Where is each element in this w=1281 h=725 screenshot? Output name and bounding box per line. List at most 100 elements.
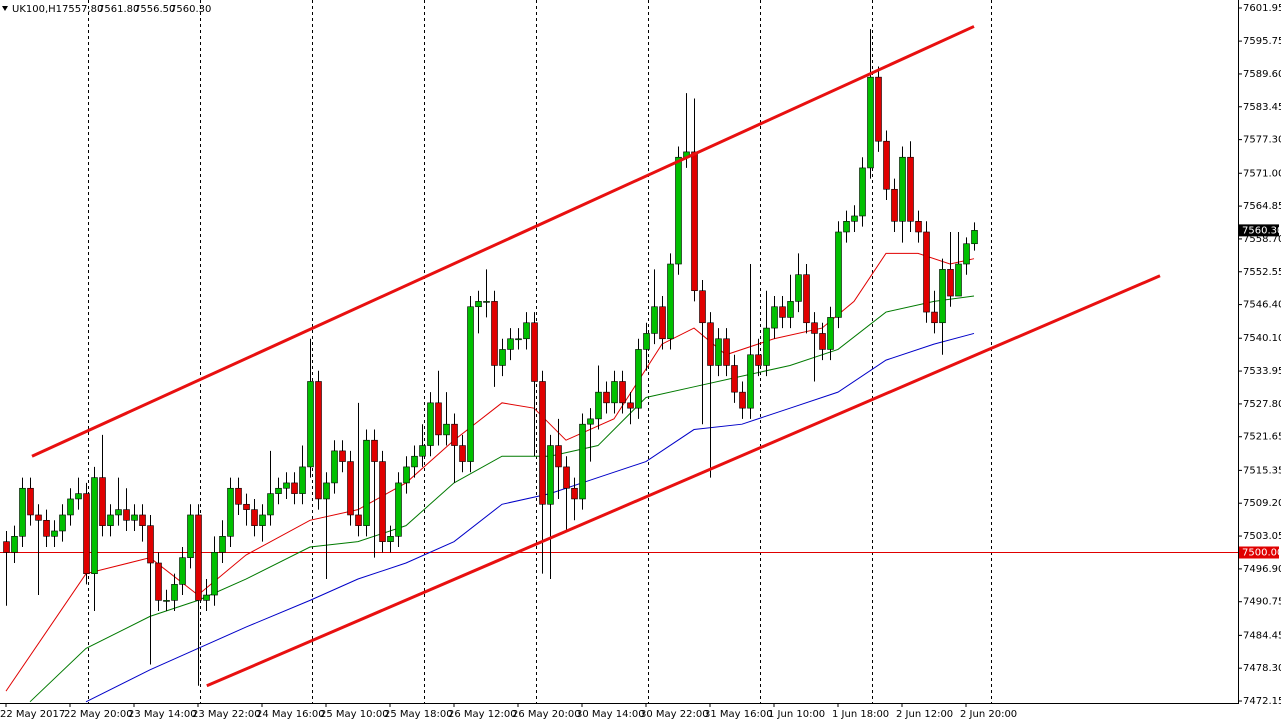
- header-low: 7556.50: [134, 4, 175, 15]
- candle-body: [243, 503, 250, 510]
- candle-body: [803, 274, 810, 324]
- y-tick-label: 7472.15: [1243, 696, 1281, 707]
- candle-body: [475, 301, 482, 308]
- candle-body: [147, 525, 154, 564]
- trendline: [31, 25, 975, 458]
- trendline: [206, 274, 1161, 688]
- candle-body: [11, 536, 18, 553]
- candle-body: [35, 514, 42, 521]
- candle-body: [707, 322, 714, 366]
- candle-body: [115, 509, 122, 516]
- candle-body: [627, 402, 634, 409]
- candle-body: [235, 487, 242, 505]
- candle-body: [99, 477, 106, 526]
- y-tick-label: 7496.90: [1243, 564, 1281, 575]
- y-tick-label: 7521.65: [1243, 432, 1281, 443]
- y-tick-label: 7583.45: [1243, 102, 1281, 113]
- candle-body: [699, 290, 706, 324]
- candle-body: [747, 354, 754, 409]
- y-tick-label: 7558.70: [1243, 234, 1281, 245]
- candle-body: [843, 221, 850, 233]
- candle-body: [531, 322, 538, 382]
- candle-body: [675, 156, 682, 265]
- candle-body: [387, 536, 394, 542]
- candle-body: [459, 445, 466, 462]
- candle-body: [195, 514, 202, 601]
- y-tick-label: 7564.85: [1243, 201, 1281, 212]
- candle-body: [723, 338, 730, 366]
- candle-body: [123, 509, 130, 521]
- candle-body: [851, 215, 858, 222]
- menu-arrow: [2, 6, 8, 11]
- candle-body: [75, 493, 82, 500]
- y-tick-label: 7478.30: [1243, 663, 1281, 674]
- candle-body: [363, 439, 370, 526]
- candle-body: [931, 311, 938, 324]
- x-tick-label: 31 May 16:00: [704, 709, 773, 720]
- candle-body: [331, 450, 338, 484]
- candle-body: [283, 482, 290, 489]
- last-price-label: 7560.30: [1242, 225, 1281, 236]
- candle-body: [347, 461, 354, 516]
- candle-body: [907, 156, 914, 222]
- candle-body: [651, 306, 658, 334]
- candle-body: [59, 514, 66, 532]
- y-tick-label: 7546.40: [1243, 300, 1281, 311]
- candle-body: [491, 301, 498, 366]
- x-tick-label: 26 May 12:00: [448, 709, 517, 720]
- candle-body: [435, 402, 442, 436]
- candle-body: [643, 333, 650, 350]
- candle-body: [819, 333, 826, 350]
- candle-body: [779, 306, 786, 318]
- x-tick-label: 24 May 16:00: [256, 709, 325, 720]
- y-tick-label: 7533.95: [1243, 366, 1281, 377]
- x-tick-label: 2 Jun 20:00: [960, 709, 1017, 720]
- candle-body: [371, 439, 378, 462]
- y-tick-label: 7503.05: [1243, 531, 1281, 542]
- x-tick-label: 25 May 10:00: [320, 709, 389, 720]
- y-tick-label: 7552.55: [1243, 267, 1281, 278]
- candle-body: [787, 301, 794, 318]
- candle-body: [667, 263, 674, 340]
- candle-body: [299, 466, 306, 494]
- candle-body: [827, 317, 834, 350]
- candle-body: [915, 221, 922, 233]
- candle-body: [499, 349, 506, 366]
- candle-body: [443, 423, 450, 436]
- candle-body: [691, 151, 698, 292]
- y-tick-label: 7577.30: [1243, 135, 1281, 146]
- y-tick-label: 7484.45: [1243, 630, 1281, 641]
- candle-body: [587, 418, 594, 425]
- candle-body: [291, 482, 298, 494]
- y-tick-label: 7509.20: [1243, 498, 1281, 509]
- x-tick-label: 1 Jun 10:00: [768, 709, 825, 720]
- symbol: UK100,H1: [12, 4, 62, 15]
- x-tick-label: 23 May 22:00: [192, 709, 261, 720]
- candle-body: [939, 269, 946, 324]
- y-tick-label: 7515.35: [1243, 465, 1281, 476]
- candle-body: [963, 243, 970, 265]
- candle-body: [483, 301, 490, 303]
- candle-body: [323, 482, 330, 500]
- y-tick-label: 7595.75: [1243, 36, 1281, 47]
- candle-body: [379, 461, 386, 542]
- candle-body: [731, 365, 738, 393]
- x-tick-label: 25 May 18:00: [384, 709, 453, 720]
- header-open: 7557.80: [62, 4, 103, 15]
- candle-body: [579, 423, 586, 500]
- level-label-box: [1239, 546, 1279, 559]
- candle-body: [763, 327, 770, 366]
- candle-body: [923, 231, 930, 313]
- header-high: 7561.80: [98, 4, 139, 15]
- candle-body: [203, 594, 210, 601]
- moving-average: [5, 252, 975, 692]
- candle-body: [771, 306, 778, 329]
- candle-body: [315, 381, 322, 500]
- candle-body: [307, 381, 314, 468]
- candle-body: [179, 557, 186, 585]
- last-price-box: [1239, 224, 1279, 237]
- candle-body: [227, 487, 234, 537]
- candle-body: [515, 338, 522, 341]
- candle-body: [563, 466, 570, 489]
